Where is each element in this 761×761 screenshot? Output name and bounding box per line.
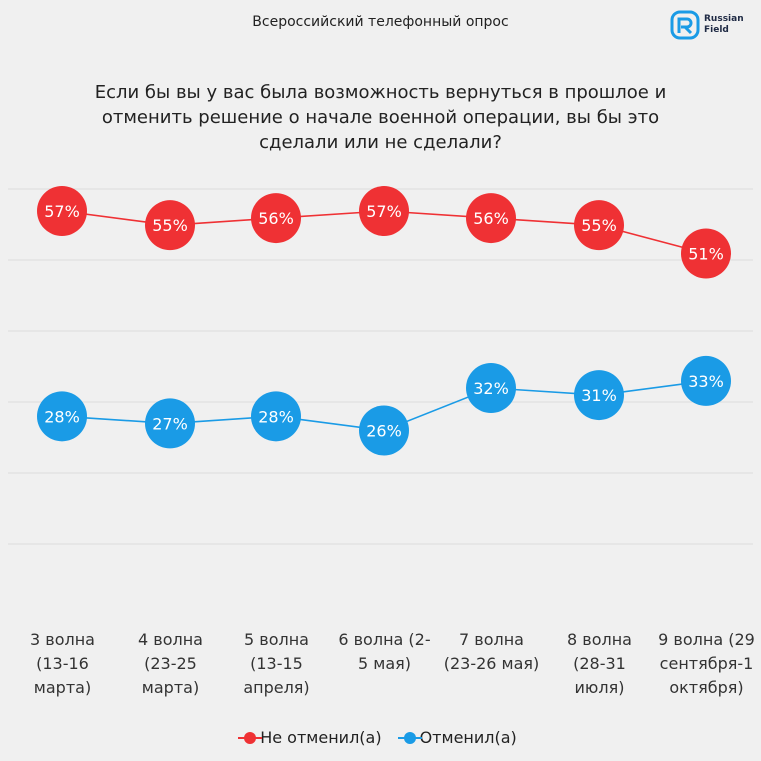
legend-label: Не отменил(а) <box>260 728 382 747</box>
data-label: 28% <box>44 407 80 426</box>
x-tick-label: 5 волна (13-15 апреля) <box>219 628 334 700</box>
data-label: 26% <box>366 421 402 440</box>
logo-text: Russian Field <box>704 14 744 35</box>
russian-field-logo: Russian Field <box>670 7 750 43</box>
legend-marker-icon <box>238 731 263 744</box>
chart-legend: Не отменил(а) Отменил(а) <box>0 728 761 747</box>
x-tick-label-line: (13-15 <box>250 654 303 673</box>
data-point <box>359 186 409 236</box>
data-point <box>251 391 301 442</box>
data-label: 57% <box>44 202 80 221</box>
header-title: Всероссийский телефонный опрос <box>252 14 509 30</box>
x-tick-label-line: 6 волна (2- <box>338 630 431 649</box>
data-label: 51% <box>688 244 724 263</box>
x-tick-label-line: 3 волна <box>30 630 95 649</box>
russian-field-logo-icon <box>670 10 700 40</box>
line-chart: 57% 55% 56% 57% 56% 55% 51% 28% 27% 28% 26% 32% 31% 3… <box>8 186 753 545</box>
data-point <box>466 363 516 413</box>
x-tick-label-line: 7 волна <box>459 630 524 649</box>
data-label: 33% <box>688 372 724 391</box>
x-tick-label-line: (13-16 <box>36 654 89 673</box>
data-label: 56% <box>258 209 294 228</box>
chart-question-title: Если бы вы у вас была возможность вернут… <box>94 82 667 153</box>
data-label: 32% <box>473 379 509 398</box>
data-label: 55% <box>581 216 617 235</box>
data-point <box>145 398 195 449</box>
x-axis-labels: 3 волна (13-16 марта) 4 волна (23-25 марта) 5 … <box>0 628 761 708</box>
x-tick-label-line: 5 волна <box>244 630 309 649</box>
x-tick-label-line: апреля) <box>243 678 310 697</box>
data-point <box>681 228 731 279</box>
x-tick-label: 8 волна (28-31 июля) <box>542 628 657 700</box>
x-tick-label: 3 волна (13-16 марта) <box>5 628 120 700</box>
x-tick-label: 6 волна (2- 5 мая) <box>327 628 442 676</box>
data-label: 57% <box>366 202 402 221</box>
x-tick-label: 4 волна (23-25 марта) <box>113 628 228 700</box>
data-label: 31% <box>581 386 617 405</box>
data-label: 56% <box>473 209 509 228</box>
data-point <box>145 200 195 251</box>
x-tick-label-line: 9 волна (29 <box>658 630 755 649</box>
data-label: 55% <box>152 216 188 235</box>
data-point <box>574 370 624 421</box>
data-point <box>359 405 409 456</box>
x-tick-label-line: июля) <box>574 678 625 697</box>
data-point <box>251 193 301 244</box>
legend-item-1: Отменил(а) <box>397 728 517 747</box>
legend-marker-icon <box>397 731 422 744</box>
x-tick-label-line: (28-31 <box>573 654 626 673</box>
data-point <box>37 186 87 236</box>
data-point <box>37 391 87 442</box>
x-tick-label-line: марта) <box>33 678 92 697</box>
x-tick-label-line: сентября-1 <box>659 654 754 673</box>
x-tick-label: 7 волна (23-26 мая) <box>434 628 549 676</box>
x-tick-label-line: (23-26 мая) <box>443 654 540 673</box>
x-tick-label-line: октября) <box>669 678 744 697</box>
x-tick-label-line: марта) <box>141 678 200 697</box>
data-label: 27% <box>152 414 188 433</box>
data-label: 28% <box>258 407 294 426</box>
x-tick-label: 9 волна (29 сентября-1 октября) <box>649 628 761 700</box>
data-point <box>574 200 624 251</box>
legend-label: Отменил(а) <box>419 728 517 747</box>
x-tick-label-line: 5 мая) <box>357 654 411 673</box>
data-point <box>681 355 731 406</box>
x-tick-label-line: (23-25 <box>144 654 197 673</box>
x-tick-label-line: 4 волна <box>138 630 203 649</box>
x-tick-label-line: 8 волна <box>567 630 632 649</box>
legend-item-0: Не отменил(а) <box>238 728 382 747</box>
data-point <box>466 193 516 244</box>
